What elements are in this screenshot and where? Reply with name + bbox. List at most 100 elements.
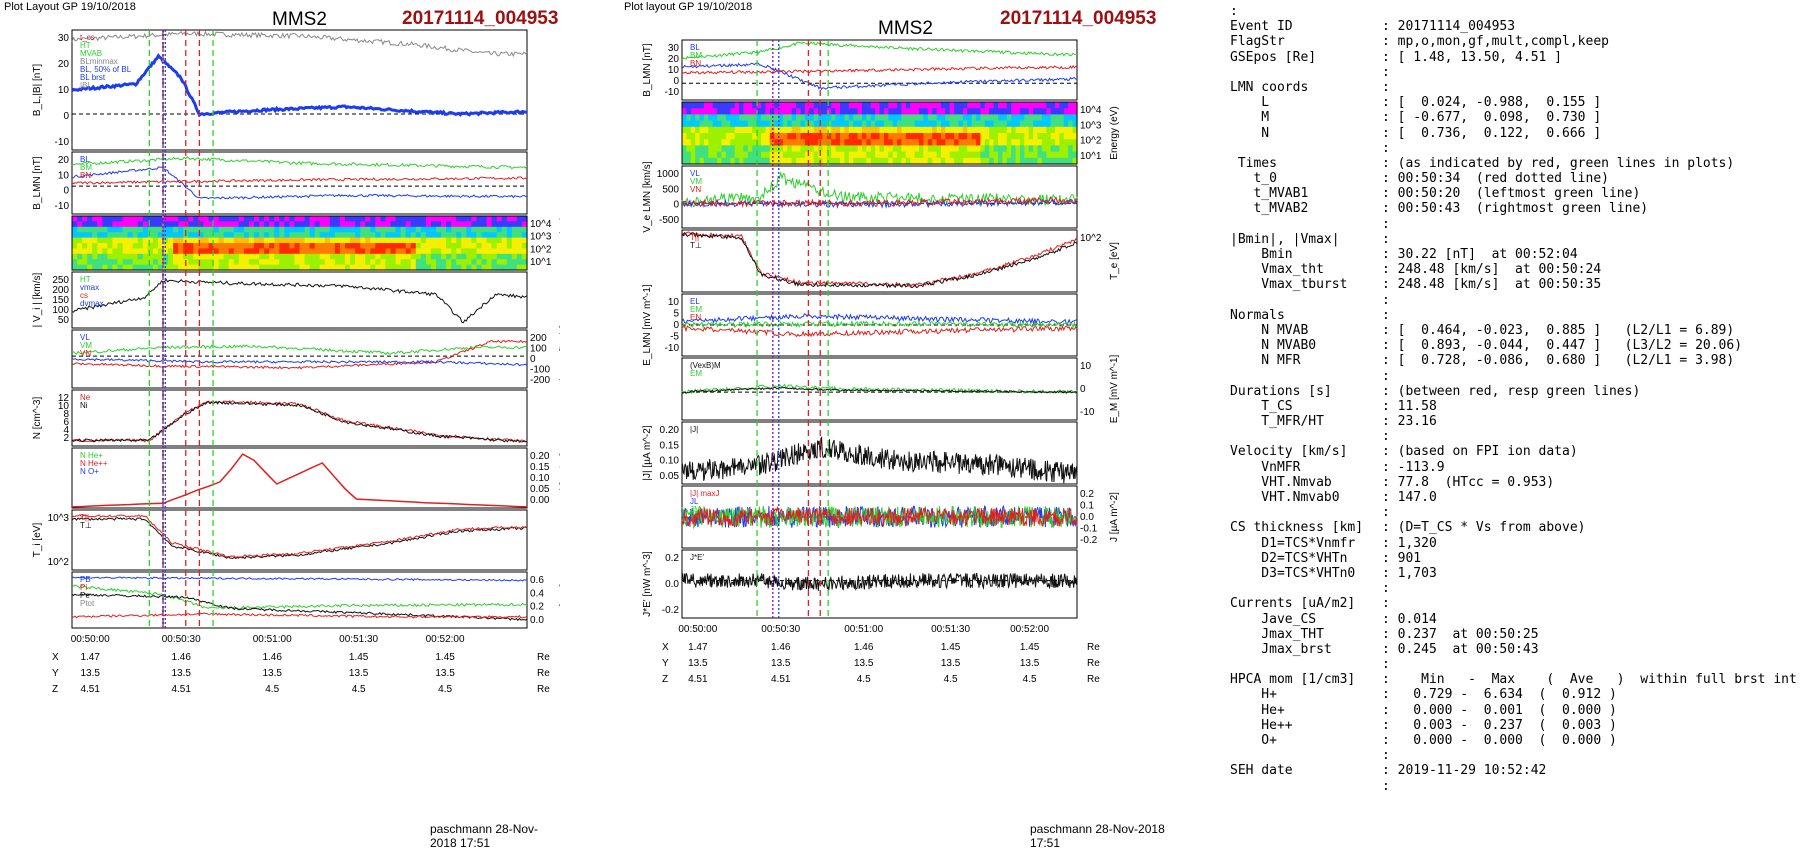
summary-row: |Bmin|, |Vmax|: — [1230, 232, 1800, 247]
legend-entry: T⊥ — [80, 521, 92, 530]
y-tick-label: 10^2 — [1080, 136, 1102, 147]
y-tick-label: 0 — [673, 76, 679, 87]
summary-row: VHT.Nmvab: 77.8 (HTcc = 0.953) — [1230, 475, 1800, 490]
summary-key: He+ — [1230, 702, 1285, 718]
y-tick-label: 0.4 — [530, 588, 544, 599]
y-tick-label: 10 — [668, 297, 680, 308]
summary-value: : (as indicated by red, green lines in p… — [1382, 155, 1735, 171]
summary-row: VHT.Nmvab0: 147.0 — [1230, 490, 1800, 505]
summary-row: D3=TCS*VHTn0: 1,703 — [1230, 566, 1800, 581]
panel-3: 10^4 10^310^2 10^1 Energy (eV) — [71, 215, 560, 271]
summary-row: : — [1230, 4, 1800, 19]
summary-row: Jave_CS: 0.014 — [1230, 612, 1800, 627]
summary-key: Durations [s] — [1230, 383, 1332, 399]
legend-entry: N He+ — [80, 451, 103, 460]
summary-value: : 0.237 at 00:50:25 — [1382, 626, 1539, 642]
summary-key: D1=TCS*Vnmfr — [1230, 535, 1356, 551]
y-tick-label: -5 — [670, 332, 679, 343]
te-perp-trace — [681, 231, 1078, 289]
ephemeris-value: 1.46 — [854, 642, 874, 653]
summary-value: : 1,320 — [1382, 535, 1437, 551]
y-tick-label: 100 — [52, 305, 69, 316]
summary-value: : — [1382, 505, 1390, 521]
summary-value: : (between red, resp green lines) — [1382, 383, 1641, 399]
bl-trace — [71, 166, 527, 200]
summary-value: : [ 0.728, -0.086, 0.680 ] (L2/L1 = 3.98… — [1382, 353, 1735, 369]
ephemeris-value: 1.45 — [1020, 642, 1040, 653]
em-measured-trace — [681, 383, 1078, 395]
y-tick-label: 5 — [673, 309, 679, 320]
summary-value: : — [1382, 64, 1390, 80]
ephemeris-value: 1.46 — [771, 642, 791, 653]
legend-entry: EL — [690, 297, 700, 306]
y-tick-label: 20 — [668, 54, 680, 65]
legend-entry: VL — [80, 333, 90, 342]
ephemeris-value: 4.51 — [80, 684, 100, 695]
summary-row: Jmax_THT: 0.237 at 00:50:25 — [1230, 627, 1800, 642]
spacecraft-label: MMS2 — [272, 9, 327, 30]
summary-value: : — [1382, 79, 1390, 95]
summary-row: Event ID: 20171114_004953 — [1230, 19, 1800, 34]
time-tick-label: 00:51:30 — [931, 624, 970, 635]
summary-row: : — [1230, 505, 1800, 520]
legend-entry: T|| — [80, 513, 89, 522]
y-tick-label: 10 — [1080, 361, 1092, 372]
summary-row: : — [1230, 657, 1800, 672]
panel-7: 0.20 0.15 0.10 0.05 |J| [µA m^-2] |J| — [642, 421, 1078, 485]
summary-row: : — [1230, 293, 1800, 308]
summary-row: t_MVAB2: 00:50:43 (rightmost green line) — [1230, 201, 1800, 216]
legend-entry: BM — [80, 163, 92, 172]
summary-key: N — [1230, 125, 1270, 141]
summary-row: t_0: 00:50:34 (red dotted line) — [1230, 171, 1800, 186]
summary-value: : — [1382, 657, 1390, 673]
summary-row: LMN coords: — [1230, 80, 1800, 95]
summary-value: : 248.48 [km/s] at 00:50:35 — [1382, 277, 1602, 293]
ephemeris-value: 4.5 — [944, 674, 958, 685]
summary-value: : — [1382, 596, 1390, 612]
y-tick-label: 20 — [58, 59, 70, 70]
time-tick-label: 00:51:30 — [339, 634, 378, 645]
summary-value: : 11.58 — [1382, 398, 1437, 414]
time-tick-label: 00:50:30 — [162, 634, 201, 645]
legend-entry: BM — [690, 51, 702, 60]
y-tick-label: 0.20 — [660, 425, 680, 436]
y-tick-label: 200 — [530, 333, 547, 344]
ephemeris-value: 4.5 — [265, 684, 279, 695]
j-magnitude-trace — [681, 436, 1078, 484]
y-tick-label: 0 — [63, 111, 69, 122]
ephemeris-value: 13.5 — [854, 658, 874, 669]
y-tick-label: 0.20 — [530, 451, 550, 462]
panel-frame — [681, 357, 1078, 421]
legend-entry: VM — [690, 177, 702, 186]
summary-row: FlagStr: mp,o,mon,gf,mult,compl,keep — [1230, 34, 1800, 49]
summary-value: : 147.0 — [1382, 490, 1437, 505]
legend-entry: JM — [690, 505, 701, 514]
y-tick-label: -10 — [1080, 407, 1095, 418]
legend-entry: VL — [690, 169, 700, 178]
panel-frame — [71, 389, 528, 447]
ephemeris-value: 13.5 — [262, 668, 282, 679]
summary-value: : [ 0.736, 0.122, 0.666 ] — [1382, 125, 1602, 141]
summary-key: FlagStr — [1230, 34, 1285, 50]
summary-key: O+ — [1230, 733, 1277, 748]
y-axis-label: Energy (eV) — [559, 216, 560, 269]
bn-trace — [681, 64, 1078, 75]
legend-entry: HT — [80, 41, 91, 50]
summary-key: t_0 — [1230, 171, 1277, 187]
summary-row: N MFR: [ 0.728, -0.086, 0.680 ] (L2/L1 =… — [1230, 353, 1800, 368]
summary-row: Vmax_tburst: 248.48 [km/s] at 00:50:35 — [1230, 277, 1800, 292]
panel-frame — [681, 549, 1078, 619]
y-axis-label: J*E' [nW m^-3] — [642, 551, 653, 617]
summary-row: GSEpos [Re]: [ 1.48, 13.50, 4.51 ] — [1230, 50, 1800, 65]
legend-entry: Ptot — [80, 599, 95, 608]
summary-value: : 901 — [1382, 550, 1422, 566]
y-tick-label: 10^3 — [530, 232, 552, 243]
legend-entry: Ne — [80, 393, 91, 402]
summary-row: Currents [uA/m2]: — [1230, 596, 1800, 611]
summary-row: : — [1230, 65, 1800, 80]
legend-entry: dvmax — [80, 299, 104, 308]
y-tick-label: 0.1 — [1080, 501, 1094, 512]
y-axis-label: N [cm^-3] — [32, 397, 43, 440]
